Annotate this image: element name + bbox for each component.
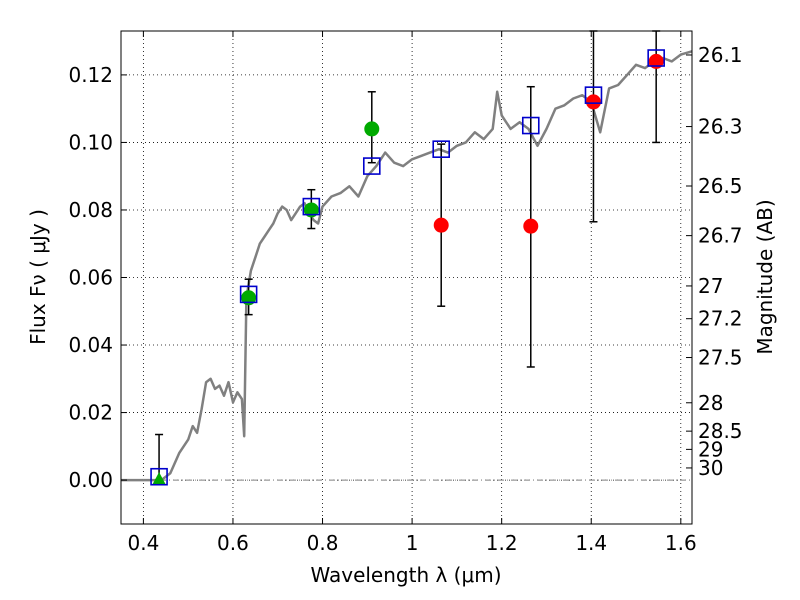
right-tick-label: 27.5	[698, 346, 743, 370]
data-point-triangle	[152, 472, 167, 486]
y-tick-label: 0.10	[68, 130, 113, 154]
right-axis-label: Magnitude (AB)	[753, 199, 777, 354]
data-point-square	[150, 467, 168, 486]
right-tick-label: 26.1	[698, 43, 743, 67]
error-bars	[155, 30, 661, 481]
model-sed-line	[121, 50, 693, 482]
right-tick-label: 28.5	[698, 419, 743, 443]
y-tick-label: 0.12	[68, 63, 113, 87]
right-tick-label: 27.2	[698, 307, 743, 331]
y-tick-label: 0.08	[68, 198, 113, 222]
right-tick-label: 28	[698, 391, 723, 415]
right-tick-label: 26.3	[698, 115, 743, 139]
data-point-square	[584, 86, 603, 104]
data-point-square	[362, 157, 381, 175]
right-tick-label: 26.7	[698, 224, 743, 248]
x-axis-ticks: 0.4 0.6 0.8 1 1.2 1.4 1.6	[127, 31, 697, 555]
data-point-square	[432, 140, 451, 158]
right-tick-label: 26.5	[698, 174, 743, 198]
data-markers	[150, 49, 665, 486]
y-tick-label: 0.06	[68, 266, 113, 290]
data-point-circle	[364, 121, 380, 137]
x-tick-label: 0.6	[217, 531, 249, 555]
x-tick-label: 1	[406, 531, 419, 555]
y-axis-ticks: 0.00 0.02 0.04 0.06 0.08 0.10 0.12	[68, 63, 127, 492]
x-tick-label: 0.8	[307, 531, 339, 555]
right-tick-label: 30	[698, 456, 723, 480]
y-tick-label: 0.04	[68, 333, 113, 357]
y-tick-label: 0.02	[68, 401, 113, 425]
x-tick-label: 1.2	[486, 531, 518, 555]
data-point-circle	[523, 218, 539, 234]
right-tick-label: 29	[698, 437, 723, 461]
data-point-square	[239, 285, 258, 304]
data-point-square	[302, 197, 321, 216]
data-point-circle	[585, 94, 601, 110]
data-point-circle	[433, 217, 449, 233]
right-tick-label: 27	[698, 274, 723, 298]
y-tick-label: 0.00	[68, 468, 113, 492]
x-tick-label: 1.6	[665, 531, 697, 555]
data-point-circle	[648, 53, 664, 69]
y-axis-label: Flux Fν ( μJy )	[26, 209, 50, 345]
x-tick-label: 0.4	[127, 531, 159, 555]
data-point-square	[647, 49, 665, 67]
data-point-circle	[241, 290, 257, 306]
model-sed-curve	[121, 50, 693, 482]
data-point-square	[521, 116, 540, 135]
x-tick-label: 1.4	[575, 531, 607, 555]
data-point-circle	[303, 202, 319, 218]
x-axis-label: Wavelength λ (μm)	[310, 563, 501, 587]
